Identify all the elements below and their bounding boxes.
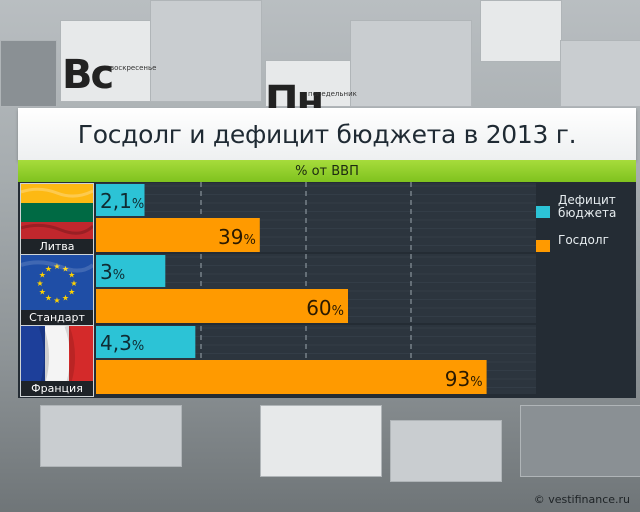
bg-tile xyxy=(390,420,502,482)
legend-item-deficit: Дефицит бюджета xyxy=(536,194,632,240)
chart-title: Госдолг и дефицит бюджета в 2013 г. xyxy=(77,119,577,149)
bg-tile xyxy=(150,0,262,102)
unit-bar: % от ВВП xyxy=(18,160,636,182)
svg-text:★: ★ xyxy=(39,288,46,297)
legend: Дефицит бюджета Госдолг xyxy=(536,194,632,274)
country-label: Франция xyxy=(21,381,93,396)
bg-tile xyxy=(560,40,640,107)
calendar-day-abbr: Вс xyxy=(62,52,114,98)
bg-tile xyxy=(480,0,562,62)
country-cell-eu: ★ ★ ★ ★ ★ ★ ★ ★ ★ ★ ★ ★ Стандарт xyxy=(20,254,94,326)
data-label-debt: 93% xyxy=(445,367,483,391)
svg-text:★: ★ xyxy=(53,296,60,305)
legend-label: бюджета xyxy=(558,206,617,220)
eu-flag-icon: ★ ★★★★★★★★★★★ xyxy=(21,255,93,311)
bg-tile xyxy=(40,405,182,467)
bg-tile xyxy=(0,40,57,107)
svg-text:★: ★ xyxy=(45,294,52,303)
unit-label: % от ВВП xyxy=(295,163,359,179)
bar-chart: 2,1%39%3%60%4,3%93% xyxy=(96,182,536,398)
bg-tile xyxy=(260,405,382,477)
country-cell-france: Франция xyxy=(20,325,94,397)
svg-text:★: ★ xyxy=(68,288,75,297)
legend-swatch-deficit xyxy=(536,206,550,218)
chart-title-bar: Госдолг и дефицит бюджета в 2013 г. xyxy=(18,108,636,160)
bar-deficit xyxy=(96,255,166,287)
plot-area: 2,1% 39% 3% 60% 4,3% 93% xyxy=(18,182,636,398)
legend-label: Госдолг xyxy=(558,233,609,247)
svg-text:★: ★ xyxy=(36,279,43,288)
svg-text:★: ★ xyxy=(39,271,46,280)
bar-deficit xyxy=(96,184,145,216)
country-label: Литва xyxy=(21,239,93,254)
bg-tile xyxy=(265,60,357,107)
bar-debt xyxy=(96,289,348,323)
bg-tile xyxy=(520,405,640,477)
bar-debt xyxy=(96,218,260,252)
svg-text:★: ★ xyxy=(53,262,60,271)
svg-text:★: ★ xyxy=(68,271,75,280)
legend-swatch-debt xyxy=(536,240,550,252)
source-credit: © vestifinance.ru xyxy=(533,493,630,506)
country-cell-lithuania: Литва xyxy=(20,183,94,255)
bg-tile xyxy=(350,20,472,107)
data-label-deficit: 4,3% xyxy=(100,331,144,355)
svg-text:★: ★ xyxy=(62,294,69,303)
bg-tile xyxy=(60,20,152,102)
france-flag-icon xyxy=(21,326,93,382)
lithuania-flag-icon xyxy=(21,184,93,240)
svg-text:★: ★ xyxy=(62,264,69,273)
calendar-day-full: воскресенье xyxy=(110,64,157,72)
country-label: Стандарт xyxy=(21,310,93,325)
calendar-day-full: понедельник xyxy=(308,90,357,98)
legend-item-debt: Госдолг xyxy=(536,234,632,274)
svg-text:★: ★ xyxy=(45,264,52,273)
svg-text:★: ★ xyxy=(70,279,77,288)
bar-deficit xyxy=(96,326,196,358)
legend-label: Дефицит xyxy=(558,193,616,207)
bar-debt xyxy=(96,360,487,394)
